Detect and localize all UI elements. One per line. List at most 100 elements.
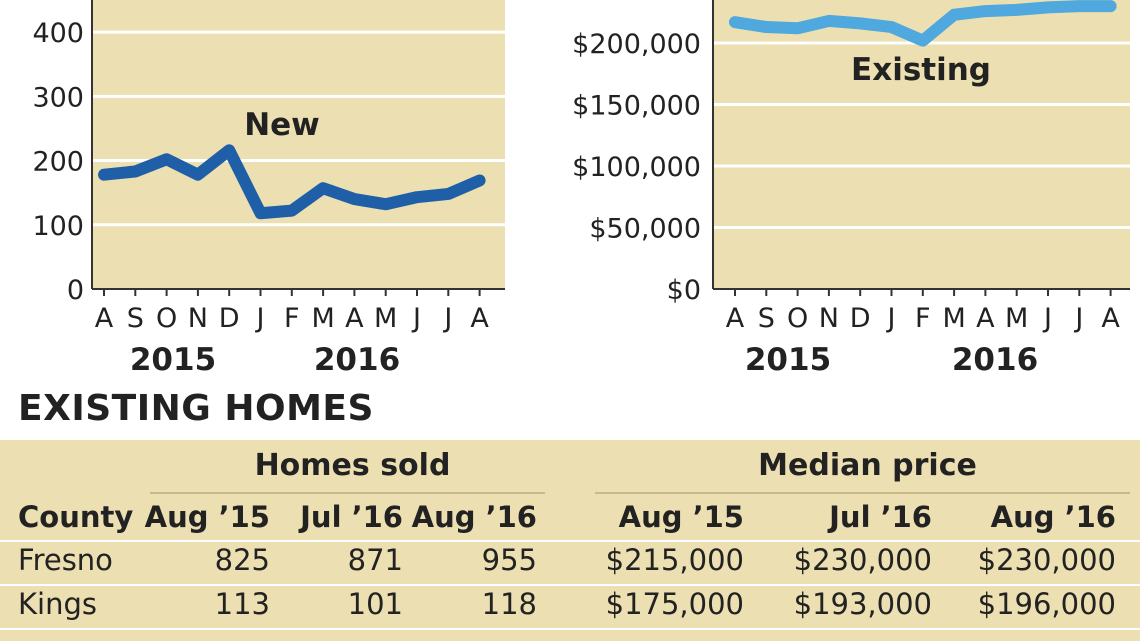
- data-point: [385, 203, 387, 205]
- data-point: [1047, 6, 1049, 8]
- data-point: [953, 14, 955, 16]
- table-cell: $196,000: [977, 587, 1116, 621]
- col-header-sold-jul16: Jul ’16: [300, 500, 403, 534]
- y-tick-label: 100: [32, 211, 84, 242]
- year-label-2015: 2015: [745, 342, 831, 378]
- data-point: [859, 22, 861, 24]
- x-tick-label: A: [1101, 303, 1120, 334]
- x-tick-label: M: [942, 303, 965, 334]
- homes-sold-rule: [150, 492, 545, 494]
- x-tick-label: J: [886, 303, 896, 334]
- x-tick-label: M: [1005, 303, 1028, 334]
- year-label-2016: 2016: [314, 342, 400, 378]
- table-cell: 825: [214, 543, 270, 577]
- col-header-price-aug15: Aug ’15: [618, 500, 744, 534]
- data-point: [922, 40, 924, 42]
- table-cell: $230,000: [977, 543, 1116, 577]
- x-tick-label: J: [1073, 303, 1083, 334]
- x-tick-label: A: [470, 303, 489, 334]
- existing-homes-table: Homes sold Median price County Aug ’15 J…: [0, 440, 1140, 641]
- y-tick-label: $0: [667, 275, 701, 306]
- x-tick-label: A: [976, 303, 995, 334]
- col-header-county: County: [18, 500, 134, 534]
- data-point: [1078, 5, 1080, 7]
- x-tick-label: F: [915, 303, 931, 334]
- table-cell: 955: [481, 543, 537, 577]
- data-point: [447, 193, 449, 195]
- x-tick-label: M: [311, 303, 334, 334]
- y-tick-label: $50,000: [589, 214, 701, 245]
- data-point: [416, 196, 418, 198]
- table-cell: $215,000: [605, 543, 744, 577]
- x-tick-label: S: [127, 303, 144, 334]
- x-tick-label: O: [156, 303, 177, 334]
- series-label: Existing: [851, 52, 991, 88]
- data-point: [103, 174, 105, 176]
- year-label-2016: 2016: [952, 342, 1038, 378]
- row-separator: [0, 584, 1140, 586]
- x-tick-label: J: [442, 303, 452, 334]
- x-tick-label: N: [188, 303, 208, 334]
- row-separator: [0, 540, 1140, 542]
- x-tick-label: J: [255, 303, 265, 334]
- x-tick-label: J: [411, 303, 421, 334]
- x-tick-label: O: [787, 303, 808, 334]
- data-point: [134, 170, 136, 172]
- x-tick-label: M: [374, 303, 397, 334]
- row-separator: [0, 628, 1140, 630]
- table-cell: $193,000: [793, 587, 932, 621]
- homes-sold-group-header: Homes sold: [254, 448, 451, 483]
- x-tick-label: A: [95, 303, 114, 334]
- y-tick-label: 0: [67, 275, 84, 306]
- table-cell: $230,000: [793, 543, 932, 577]
- col-header-price-aug16: Aug ’16: [990, 500, 1116, 534]
- col-header-sold-aug16: Aug ’16: [411, 500, 537, 534]
- data-point: [1110, 5, 1112, 7]
- data-point: [197, 174, 199, 176]
- section-title: EXISTING HOMES: [18, 388, 374, 429]
- col-header-sold-aug15: Aug ’15: [144, 500, 270, 534]
- plot-background: [92, 0, 505, 289]
- data-point: [353, 198, 355, 200]
- year-label-2015: 2015: [130, 342, 216, 378]
- table-cell-county: Fresno: [18, 543, 113, 577]
- data-point: [765, 26, 767, 28]
- y-tick-label: 300: [32, 82, 84, 113]
- data-point: [166, 158, 168, 160]
- x-tick-label: D: [219, 303, 240, 334]
- data-point: [322, 187, 324, 189]
- x-tick-label: J: [1042, 303, 1052, 334]
- data-point: [260, 212, 261, 214]
- table-cell: 101: [347, 587, 403, 621]
- y-tick-label: $150,000: [572, 91, 701, 122]
- data-point: [479, 179, 481, 181]
- table-cell: $175,000: [605, 587, 744, 621]
- x-tick-label: A: [726, 303, 745, 334]
- plot-background: [713, 0, 1130, 289]
- table-cell: 871: [347, 543, 403, 577]
- data-point: [734, 21, 736, 23]
- table-cell-county: Kings: [18, 587, 97, 621]
- y-tick-label: 400: [32, 18, 84, 49]
- x-tick-label: A: [345, 303, 364, 334]
- median-price-group-header: Median price: [758, 448, 977, 483]
- data-point: [291, 210, 293, 212]
- data-point: [984, 10, 986, 12]
- y-tick-label: $100,000: [572, 152, 701, 183]
- y-tick-label: 200: [32, 147, 84, 178]
- table-cell: 113: [214, 587, 270, 621]
- data-point: [1016, 9, 1018, 11]
- x-tick-label: S: [758, 303, 775, 334]
- data-point: [228, 149, 230, 151]
- data-point: [828, 20, 830, 22]
- series-label: New: [244, 107, 320, 143]
- data-point: [797, 27, 799, 29]
- y-tick-label: $200,000: [572, 29, 701, 60]
- col-header-price-jul16: Jul ’16: [829, 500, 932, 534]
- median-price-rule: [595, 492, 1130, 494]
- x-tick-label: N: [819, 303, 839, 334]
- x-tick-label: F: [284, 303, 300, 334]
- x-tick-label: D: [850, 303, 871, 334]
